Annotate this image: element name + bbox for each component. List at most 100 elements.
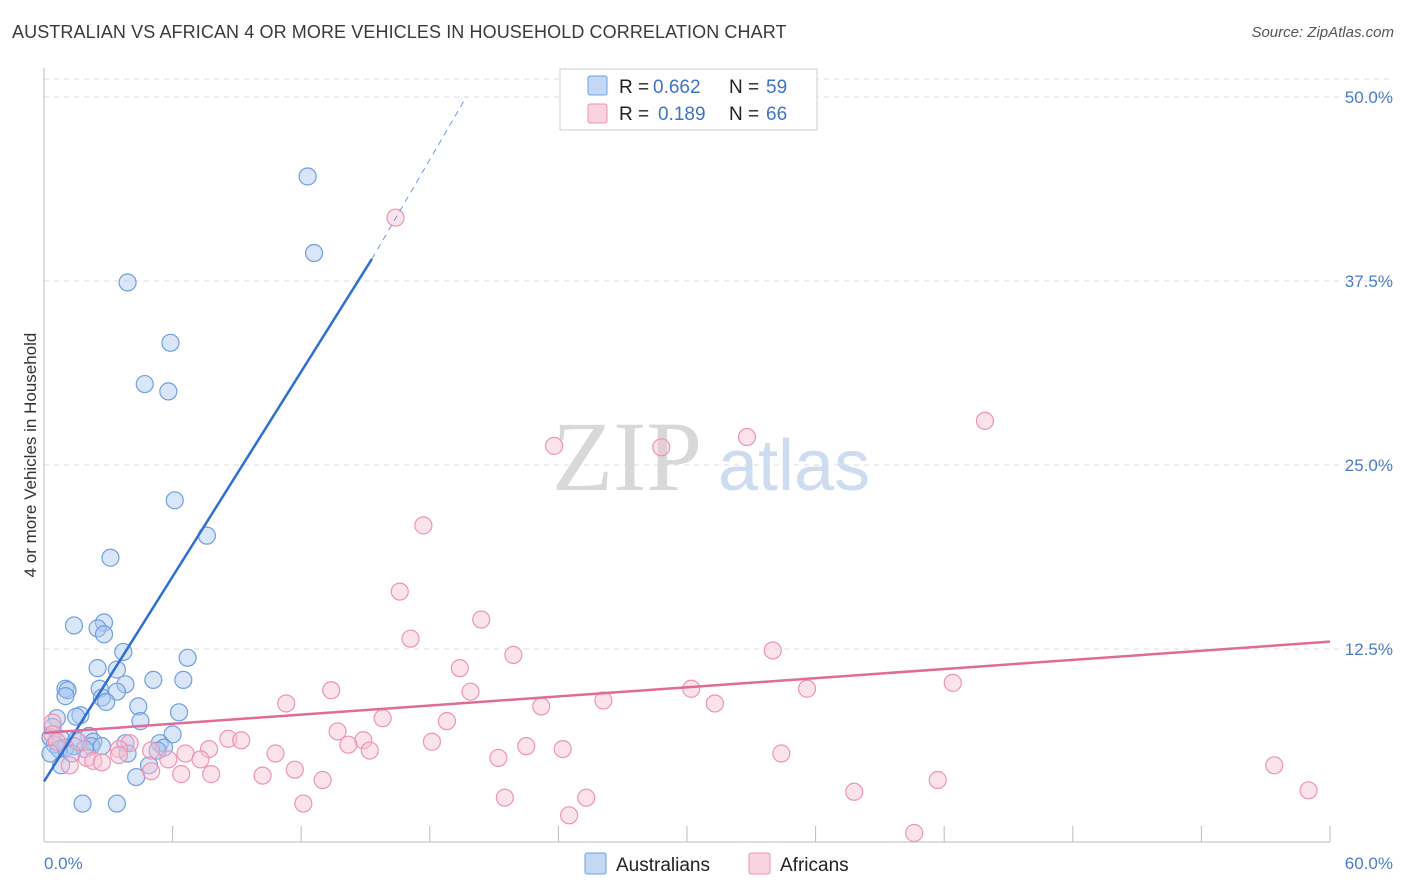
data-point-australians <box>298 167 317 186</box>
data-point-africans <box>489 748 508 768</box>
data-point-africans <box>142 741 161 760</box>
data-point-africans <box>109 745 129 765</box>
data-point-australians <box>56 687 75 706</box>
data-point-africans <box>763 641 782 660</box>
data-point-africans <box>652 438 671 457</box>
trend-lines <box>42 96 1331 783</box>
data-point-africans <box>414 516 433 535</box>
legend-box: R = 0.662 N = 59 R = 0.189 N = 66 <box>559 68 818 131</box>
data-point-africans <box>472 610 491 629</box>
data-point-africans <box>294 794 313 813</box>
data-point-australians <box>73 794 92 813</box>
data-point-australians <box>178 648 197 667</box>
data-point-africans <box>928 770 947 790</box>
legend-r-label-africans: R = <box>619 104 649 125</box>
data-point-australians <box>174 670 193 690</box>
bottom-legend-label-africans: Africans <box>780 855 849 876</box>
legend-n-value-africans: 66 <box>766 104 787 125</box>
data-point-africans <box>437 712 457 731</box>
chart-source: Source: ZipAtlas.com <box>1251 24 1394 41</box>
data-point-africans <box>1265 756 1284 775</box>
watermark-atlas: atlas <box>718 426 870 506</box>
data-point-australians <box>97 692 116 712</box>
data-point-africans <box>360 741 379 760</box>
series-africans-points <box>43 208 1318 843</box>
legend-n-label-africans: N = <box>729 104 759 125</box>
data-point-africans <box>461 682 480 701</box>
data-point-africans <box>450 659 469 678</box>
data-point-australians <box>144 670 163 690</box>
y-tick-label: 12.5% <box>1345 640 1393 659</box>
chart-title: AUSTRALIAN VS AFRICAN 4 OR MORE VEHICLES… <box>12 22 787 42</box>
data-point-africans <box>682 679 701 698</box>
data-point-africans <box>577 788 596 807</box>
data-point-africans <box>532 697 551 716</box>
data-point-africans <box>142 762 161 781</box>
legend-swatch-africans <box>587 103 608 124</box>
data-point-africans <box>1299 781 1318 800</box>
legend-r-label-australians: R = <box>619 77 649 98</box>
data-point-australians <box>165 491 184 510</box>
legend-n-value-australians: 59 <box>766 77 787 98</box>
data-point-australians <box>107 794 126 813</box>
data-point-australians <box>101 548 120 567</box>
y-tick-label: 50.0% <box>1345 88 1393 107</box>
x-tick-labels: 0.0% 60.0% <box>44 854 1393 873</box>
data-point-africans <box>285 760 304 779</box>
data-point-africans <box>60 756 79 775</box>
trend-line-australians-extension <box>371 96 467 260</box>
trend-line-australians <box>42 258 373 783</box>
data-point-australians <box>88 659 107 678</box>
data-point-africans <box>943 673 962 692</box>
data-point-africans <box>92 753 111 772</box>
data-point-africans <box>422 732 442 751</box>
data-point-africans <box>772 744 791 763</box>
data-point-australians <box>129 697 148 716</box>
data-point-africans <box>975 411 995 430</box>
data-point-australians <box>163 725 182 744</box>
data-point-africans <box>277 694 296 713</box>
legend-swatch-australians <box>587 75 608 96</box>
data-point-africans <box>373 709 392 728</box>
y-tick-label: 37.5% <box>1345 272 1393 291</box>
x-tick-label-max: 60.0% <box>1345 854 1393 873</box>
legend-r-value-africans: 0.189 <box>658 104 706 125</box>
data-point-africans <box>905 823 924 843</box>
data-point-australians <box>135 374 154 394</box>
data-point-australians <box>161 333 180 352</box>
data-point-africans <box>109 739 129 759</box>
data-point-australians <box>94 625 114 644</box>
legend-r-value-australians: 0.662 <box>653 77 701 98</box>
data-point-africans <box>354 731 373 750</box>
data-point-africans <box>737 427 757 447</box>
data-point-africans <box>202 765 221 784</box>
data-point-africans <box>47 732 66 751</box>
x-tick-label-min: 0.0% <box>44 854 83 873</box>
data-point-africans <box>313 770 332 790</box>
trend-line-africans <box>43 640 1331 735</box>
data-point-africans <box>553 739 572 759</box>
legend-n-label-australians: N = <box>729 77 759 98</box>
watermark: ZIP atlas <box>552 401 870 512</box>
data-point-africans <box>172 765 191 784</box>
data-point-africans <box>266 744 285 763</box>
x-axis <box>43 68 1331 843</box>
data-point-africans <box>191 750 210 769</box>
data-point-africans <box>517 737 536 756</box>
data-point-africans <box>560 806 579 825</box>
data-point-australians <box>64 616 84 635</box>
data-point-australians <box>41 744 60 763</box>
data-point-africans <box>339 735 358 754</box>
data-point-africans <box>504 645 523 664</box>
data-point-africans <box>797 679 817 698</box>
data-point-africans <box>328 722 347 741</box>
data-point-australians <box>118 273 137 292</box>
data-point-africans <box>322 681 341 700</box>
data-point-africans <box>495 788 514 807</box>
data-point-africans <box>390 582 409 601</box>
bottom-legend-swatch-africans <box>748 852 771 875</box>
data-point-africans <box>401 629 420 648</box>
series-australians-points <box>41 167 324 813</box>
y-tick-labels: 12.5% 25.0% 37.5% 50.0% <box>1345 88 1393 659</box>
